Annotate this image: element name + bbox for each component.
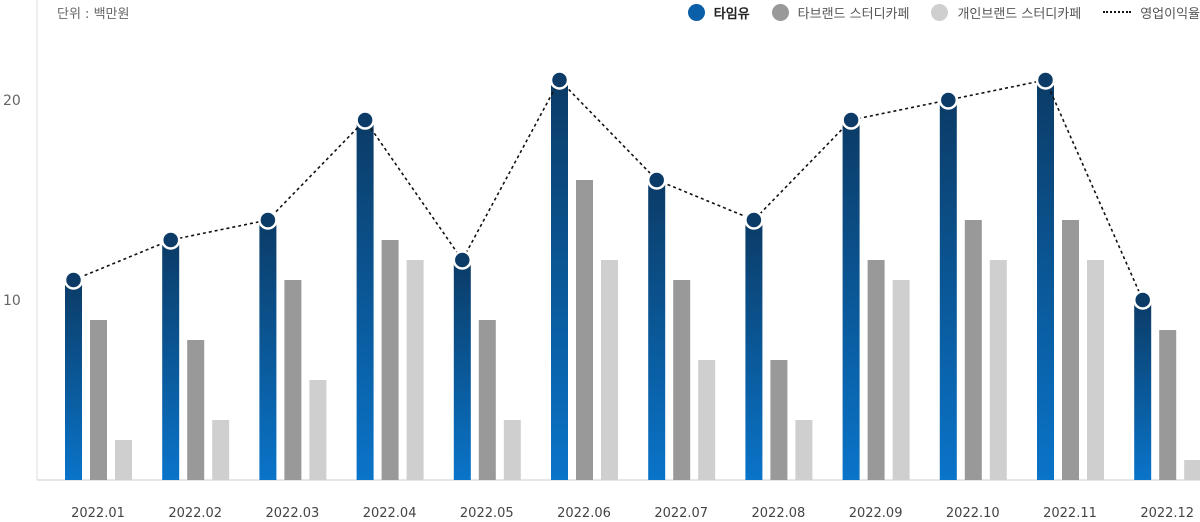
operating-margin-point — [1132, 290, 1153, 310]
x-tick-label: 2022.08 — [752, 506, 806, 521]
bar-private-brand — [1087, 260, 1104, 480]
bar-other-brand — [770, 360, 788, 480]
bar-other-brand — [381, 240, 399, 480]
operating-margin-point — [63, 270, 84, 290]
bar-timeyou — [939, 100, 957, 480]
bar-timeyou — [162, 240, 180, 480]
bar-other-brand — [284, 280, 302, 480]
unit-label: 단위 : 백만원 — [57, 7, 130, 22]
bar-private-brand — [309, 380, 327, 480]
legend-item-timeyou: 타임유 — [687, 3, 750, 22]
bar-timeyou — [65, 280, 82, 480]
y-tick-label: 10 — [3, 293, 21, 309]
x-tick-label: 2022.11 — [1043, 506, 1097, 521]
x-tick-label: 2022.12 — [1140, 506, 1194, 521]
operating-margin-point — [744, 210, 764, 230]
bar-private-brand — [115, 440, 132, 480]
operating-margin-line — [73, 78, 1144, 301]
bar-other-brand — [576, 180, 593, 480]
bar-other-brand — [1159, 330, 1177, 480]
x-tick-label: 2022.06 — [557, 506, 611, 521]
legend-label: 타브랜드 스터디카페 — [797, 6, 910, 22]
legend-item-operating-margin: 영업이익율 — [1103, 3, 1200, 22]
operating-margin-point — [841, 110, 861, 130]
legend-item-other-brand: 타브랜드 스터디카페 — [771, 3, 910, 22]
operating-margin-point — [355, 110, 375, 130]
bar-other-brand — [964, 220, 982, 480]
legend-label: 타임유 — [713, 6, 750, 22]
bar-timeyou — [648, 180, 666, 480]
x-tick-label: 2022.05 — [460, 506, 514, 521]
bar-private-brand — [795, 420, 813, 480]
legend-dot-icon — [771, 3, 789, 21]
bar-timeyou — [745, 220, 763, 480]
bar-private-brand — [503, 420, 521, 480]
operating-margin-point — [1035, 70, 1056, 90]
x-tick-label: 2022.07 — [654, 506, 708, 521]
x-tick-label: 2022.01 — [71, 506, 125, 521]
legend-dot-icon — [931, 3, 949, 21]
x-tick-label: 2022.09 — [849, 506, 903, 521]
bar-timeyou — [259, 220, 277, 480]
operating-margin-point — [938, 90, 959, 110]
legend-label: 영업이익율 — [1140, 6, 1200, 22]
legend: 타임유 타브랜드 스터디카페 개인브랜드 스터디카페 영업이익율 — [687, 2, 1200, 22]
bar-timeyou — [551, 80, 568, 480]
x-tick-label: 2022.04 — [363, 506, 417, 521]
legend-dash-icon — [1103, 11, 1132, 13]
legend-item-private-brand: 개인브랜드 스터디카페 — [931, 3, 1081, 22]
bar-private-brand — [892, 280, 910, 480]
bar-private-brand — [601, 260, 618, 480]
y-tick-label: 20 — [3, 93, 21, 109]
bar-timeyou — [356, 120, 374, 480]
bar-timeyou — [842, 120, 860, 480]
bar-private-brand — [989, 260, 1007, 480]
bar-private-brand — [698, 360, 716, 480]
x-tick-label: 2022.03 — [266, 506, 320, 521]
operating-margin-point — [646, 170, 667, 190]
bar-private-brand — [1184, 460, 1200, 480]
operating-margin-point — [452, 250, 473, 270]
x-tick-label: 2022.02 — [168, 506, 222, 521]
operating-margin-point — [549, 70, 570, 90]
bar-timeyou — [1134, 300, 1152, 480]
bar-other-brand — [187, 340, 205, 480]
operating-margin-point — [160, 230, 181, 250]
legend-dot-icon — [687, 3, 705, 21]
bar-other-brand — [867, 260, 885, 480]
operating-margin-point — [258, 210, 278, 230]
bar-other-brand — [90, 320, 107, 480]
bar-other-brand — [1062, 220, 1079, 480]
bar-private-brand — [212, 420, 230, 480]
bar-other-brand — [478, 320, 496, 480]
bar-timeyou — [453, 260, 471, 480]
legend-label: 개인브랜드 스터디카페 — [957, 6, 1082, 22]
bar-other-brand — [673, 280, 691, 480]
bar-private-brand — [406, 260, 424, 480]
bar-timeyou — [1037, 80, 1054, 480]
x-tick-label: 2022.10 — [946, 506, 1000, 521]
